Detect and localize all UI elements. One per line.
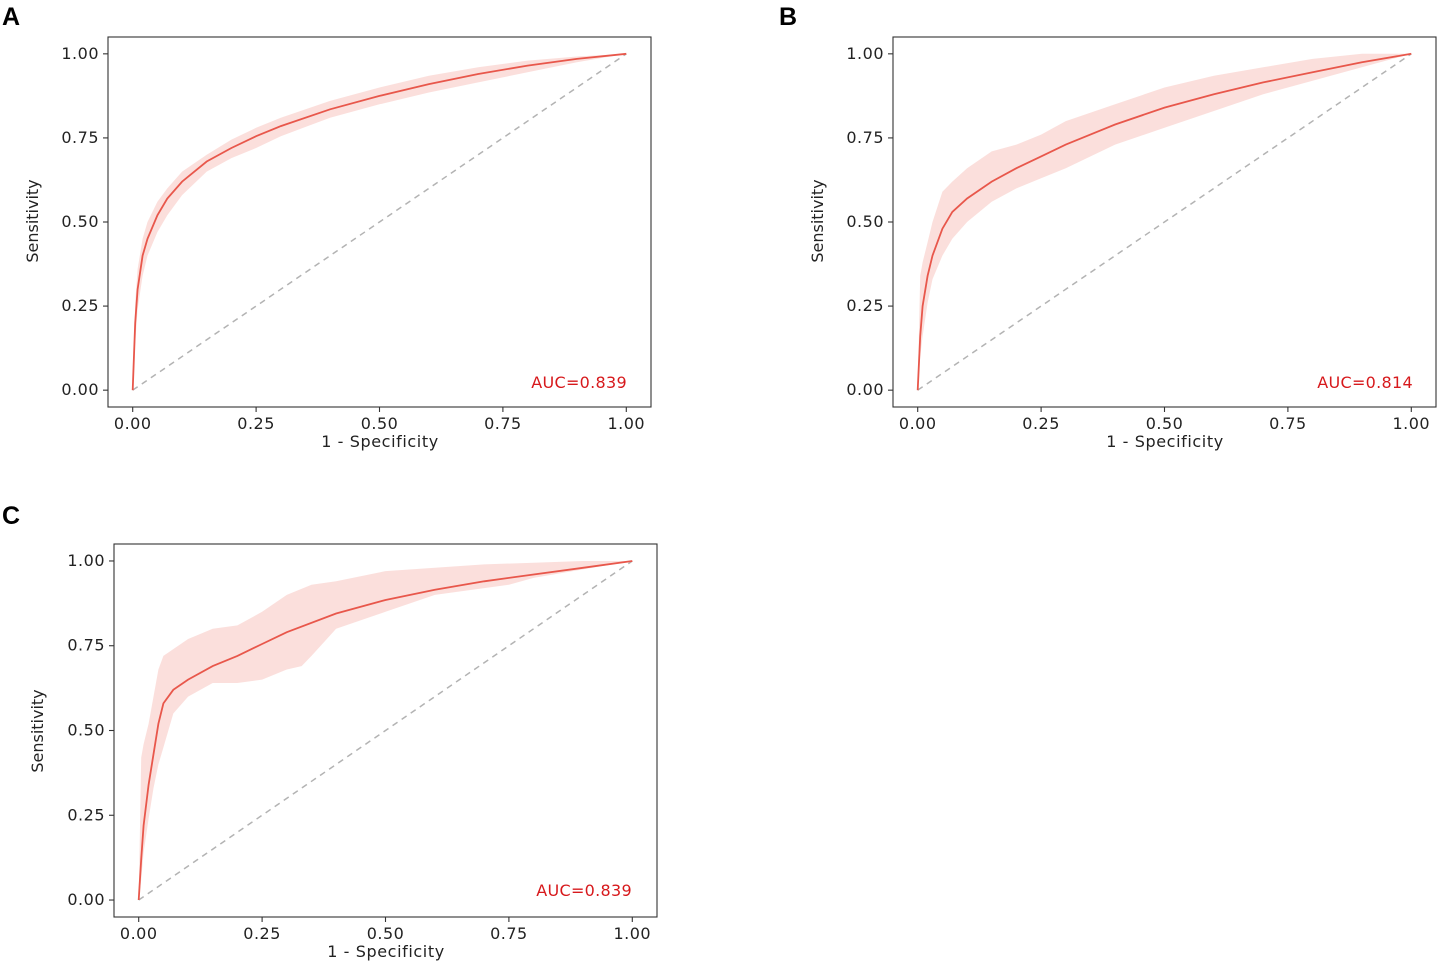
confidence-band bbox=[138, 561, 633, 900]
y-tick-label: 0.50 bbox=[846, 212, 884, 231]
y-axis-title: Sensitivity bbox=[23, 179, 42, 262]
panel-b: B 0.00 0.25 0.50 0.75 1.00 0.00 0.25 0.50 0.75 1.… bbox=[779, 3, 1437, 451]
x-tick-label: 0.75 bbox=[490, 924, 528, 943]
reference-diagonal bbox=[132, 53, 627, 391]
y-tick-label: 0.00 bbox=[67, 890, 105, 909]
x-axis-title: 1 - Specificity bbox=[327, 942, 445, 961]
y-tick-label: 1.00 bbox=[61, 44, 99, 63]
y-tick-label: 0.50 bbox=[61, 212, 99, 231]
y-axis-title: Sensitivity bbox=[808, 179, 827, 262]
confidence-band bbox=[917, 53, 1412, 391]
x-tick-label: 1.00 bbox=[613, 924, 651, 943]
x-tick-label: 1.00 bbox=[607, 414, 645, 433]
y-tick-label: 0.75 bbox=[61, 128, 99, 147]
roc-curve bbox=[137, 560, 633, 901]
y-tick-label: 0.00 bbox=[61, 380, 99, 399]
x-tick-label: 0.75 bbox=[484, 414, 522, 433]
confidence-band bbox=[132, 53, 627, 391]
x-tick-label: 0.25 bbox=[237, 414, 275, 433]
x-tick-label: 0.25 bbox=[1022, 414, 1060, 433]
x-tick-label: 0.50 bbox=[361, 414, 399, 433]
panel-letter-c: C bbox=[2, 502, 20, 530]
x-tick-label: 0.75 bbox=[1269, 414, 1307, 433]
x-tick-label: 0.25 bbox=[243, 924, 281, 943]
x-tick-label: 0.00 bbox=[120, 924, 158, 943]
reference-diagonal bbox=[917, 53, 1412, 391]
y-tick-label: 0.25 bbox=[846, 296, 884, 315]
panel-a: A 0.00 0.25 0.50 0.75 1.00 0.00 0.25 0.50 0.75 1.… bbox=[2, 3, 652, 451]
y-tick-label: 0.75 bbox=[846, 128, 884, 147]
panel-letter-b: B bbox=[779, 3, 797, 31]
y-tick-label: 1.00 bbox=[67, 551, 105, 570]
y-tick-label: 0.50 bbox=[67, 721, 105, 740]
x-tick-label: 0.50 bbox=[367, 924, 405, 943]
x-tick-label: 1.00 bbox=[1392, 414, 1430, 433]
y-tick-label: 0.00 bbox=[846, 380, 884, 399]
x-axis-title: 1 - Specificity bbox=[321, 432, 439, 451]
y-axis-title: Sensitivity bbox=[28, 689, 47, 772]
x-tick-label: 0.00 bbox=[114, 414, 152, 433]
x-tick-label: 0.00 bbox=[899, 414, 937, 433]
y-tick-label: 0.25 bbox=[61, 296, 99, 315]
y-tick-label: 0.25 bbox=[67, 805, 105, 824]
roc-curve bbox=[131, 52, 627, 391]
auc-annotation: AUC=0.839 bbox=[536, 881, 632, 900]
x-axis-title: 1 - Specificity bbox=[1106, 432, 1224, 451]
y-tick-label: 1.00 bbox=[846, 44, 884, 63]
panel-letter-a: A bbox=[2, 3, 20, 31]
auc-annotation: AUC=0.839 bbox=[531, 373, 627, 392]
x-tick-label: 0.50 bbox=[1146, 414, 1184, 433]
roc-curve bbox=[916, 52, 1412, 391]
panel-c: C 0.00 0.25 0.50 0.75 1.00 0.00 0.25 0.50 0.75 1.… bbox=[2, 502, 658, 961]
y-tick-label: 0.75 bbox=[67, 636, 105, 655]
auc-annotation: AUC=0.814 bbox=[1317, 373, 1413, 392]
reference-diagonal bbox=[138, 560, 633, 901]
